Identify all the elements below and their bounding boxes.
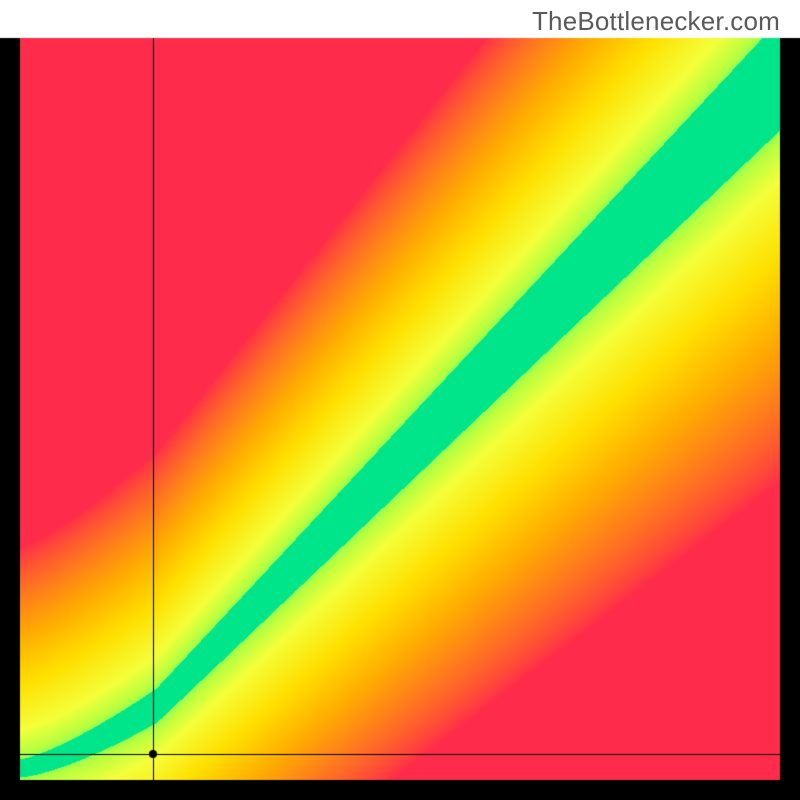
watermark-text: TheBottlenecker.com: [532, 6, 780, 37]
heatmap-canvas: [0, 0, 800, 800]
chart-container: TheBottlenecker.com: [0, 0, 800, 800]
